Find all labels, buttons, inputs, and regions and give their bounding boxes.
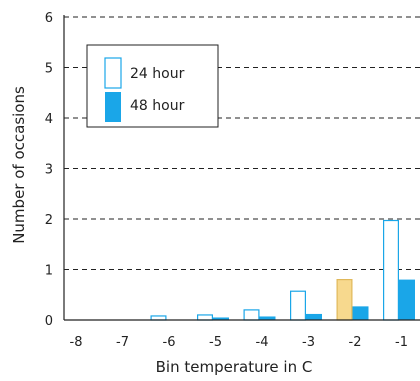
bar-24-hour <box>290 290 307 321</box>
y-tick-label: 5 <box>45 62 53 77</box>
x-tick-label: -8 <box>70 335 83 350</box>
legend-swatch-48-hour <box>105 92 121 122</box>
x-tick-label: -5 <box>209 335 222 350</box>
legend-label-48-hour: 48 hour <box>130 98 185 114</box>
bar-48-hour <box>213 317 229 320</box>
bar-24-hour <box>336 279 353 321</box>
bar-48-hour <box>259 316 276 320</box>
x-tick-label: -3 <box>302 335 315 350</box>
bar-24-hour <box>243 309 260 321</box>
x-tick-labels: -8 -7 -6 -5 -4 -3 -2 -1 <box>70 335 408 350</box>
bar-24-hour <box>383 219 400 321</box>
x-tick-label: -6 <box>163 335 176 350</box>
bar-48-hour <box>306 313 322 320</box>
legend-swatch-24-hour <box>104 57 122 89</box>
y-axis-title: Number of occasions <box>10 86 28 244</box>
y-tick-label: 2 <box>45 213 53 228</box>
x-tick-label: -2 <box>349 335 362 350</box>
bar-24-hour <box>150 315 167 321</box>
axes <box>63 15 420 321</box>
bar-48-hour <box>352 306 369 320</box>
x-axis-title: Bin temperature in C <box>156 358 313 376</box>
x-tick-label: -4 <box>256 335 269 350</box>
x-tick-label: -1 <box>395 335 408 350</box>
legend: 24 hour 48 hour <box>86 44 219 128</box>
y-tick-label: 3 <box>45 163 53 178</box>
y-tick-label: 6 <box>45 11 53 26</box>
x-tick-label: -7 <box>116 335 129 350</box>
y-tick-labels: 0 1 2 3 4 5 6 <box>45 11 53 329</box>
legend-label-24-hour: 24 hour <box>130 66 185 82</box>
y-tick-label: 1 <box>45 264 53 279</box>
bars <box>150 219 415 321</box>
y-tick-label: 0 <box>45 314 53 329</box>
bar-48-hour <box>399 279 415 320</box>
y-tick-label: 4 <box>45 112 53 127</box>
bar-24-hour <box>197 314 214 321</box>
